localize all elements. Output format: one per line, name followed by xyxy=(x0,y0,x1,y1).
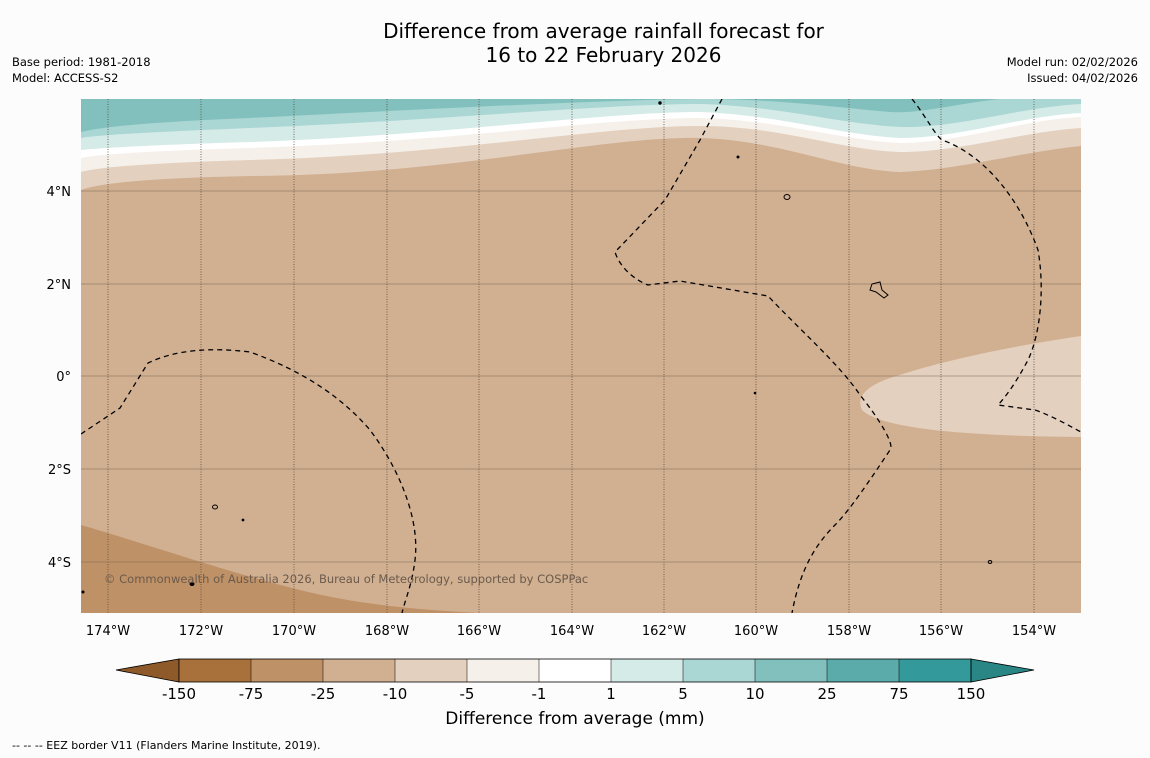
colorbar-swatch xyxy=(827,659,899,682)
lon-label: 158°W xyxy=(827,624,871,639)
model-info: Base period: 1981-2018 Model: ACCESS-S2 xyxy=(12,54,151,86)
band-neg10-east xyxy=(860,336,1081,437)
latitude-labels: 4°N 2°N 0° 2°S 4°S xyxy=(47,185,72,571)
colorbar-tick: -5 xyxy=(460,685,475,703)
colorbar-tick: -150 xyxy=(162,685,196,703)
lon-label: 156°W xyxy=(919,624,963,639)
colorbar-swatch xyxy=(323,659,395,682)
lat-label: 4°N xyxy=(47,185,72,200)
colorbar-tick: -10 xyxy=(383,685,408,703)
colorbar-swatch xyxy=(683,659,755,682)
colorbar-tick: -25 xyxy=(311,685,336,703)
lon-label: 172°W xyxy=(179,624,223,639)
latitude-gridlines xyxy=(81,190,1081,563)
colorbar-swatch xyxy=(611,659,683,682)
lat-label: 2°N xyxy=(47,278,72,293)
colorbar-tick: -1 xyxy=(532,685,547,703)
run-info: Model run: 02/02/2026 Issued: 04/02/2026 xyxy=(1007,54,1138,86)
lon-label: 174°W xyxy=(86,624,130,639)
map-title: Difference from average rainfall forecas… xyxy=(0,19,1150,67)
title-line-1: Difference from average rainfall forecas… xyxy=(383,19,824,43)
title-line-2: 16 to 22 February 2026 xyxy=(485,43,722,67)
colorbar: -150 -75 -25 -10 -5 -1 1 5 10 25 75 150 xyxy=(115,658,1035,703)
lon-label: 166°W xyxy=(457,624,501,639)
lon-label: 162°W xyxy=(642,624,686,639)
band-neg25-southwest xyxy=(81,525,480,613)
longitude-labels: 174°W 172°W 170°W 168°W 166°W 164°W 162°… xyxy=(86,624,1056,639)
lon-label: 168°W xyxy=(365,624,409,639)
issued-date: Issued: 04/02/2026 xyxy=(1027,71,1138,85)
colorbar-swatch xyxy=(467,659,539,682)
lat-label: 0° xyxy=(56,370,71,385)
longitude-gridlines xyxy=(107,99,1035,613)
colorbar-tick: 1 xyxy=(606,685,616,703)
colorbar-swatch xyxy=(251,659,323,682)
colorbar-swatch xyxy=(539,659,611,682)
colorbar-label: Difference from average (mm) xyxy=(445,709,705,729)
anomaly-background xyxy=(81,99,1081,613)
lat-label: 4°S xyxy=(48,556,71,571)
lat-label: 2°S xyxy=(48,463,71,478)
map-area xyxy=(81,99,1081,613)
model-name: Model: ACCESS-S2 xyxy=(12,71,119,85)
colorbar-high-arrow xyxy=(970,658,1035,683)
colorbar-swatch xyxy=(179,659,251,682)
base-period: Base period: 1981-2018 xyxy=(12,55,151,69)
lon-label: 164°W xyxy=(550,624,594,639)
colorbar-tick: 25 xyxy=(817,685,836,703)
colorbar-swatch xyxy=(395,659,467,682)
lon-label: 154°W xyxy=(1012,624,1056,639)
copyright-notice: © Commonwealth of Australia 2026, Bureau… xyxy=(104,572,588,586)
colorbar-swatch xyxy=(899,659,971,682)
colorbar-low-arrow xyxy=(115,658,180,683)
colorbar-swatch xyxy=(755,659,827,682)
eez-borders xyxy=(81,99,1081,613)
colorbar-ticks: -150 -75 -25 -10 -5 -1 1 5 10 25 75 150 xyxy=(162,685,985,703)
model-run-date: Model run: 02/02/2026 xyxy=(1006,55,1138,69)
colorbar-tick: 10 xyxy=(745,685,764,703)
colorbar-tick: -75 xyxy=(239,685,264,703)
colorbar-tick: 5 xyxy=(678,685,688,703)
colorbar-tick: 150 xyxy=(957,685,986,703)
colorbar-tick: 75 xyxy=(889,685,908,703)
band-pos10 xyxy=(81,99,1000,132)
lon-label: 160°W xyxy=(734,624,778,639)
islands xyxy=(81,101,993,594)
eez-legend-note: -- -- -- EEZ border V11 (Flanders Marine… xyxy=(12,739,321,752)
lon-label: 170°W xyxy=(272,624,316,639)
